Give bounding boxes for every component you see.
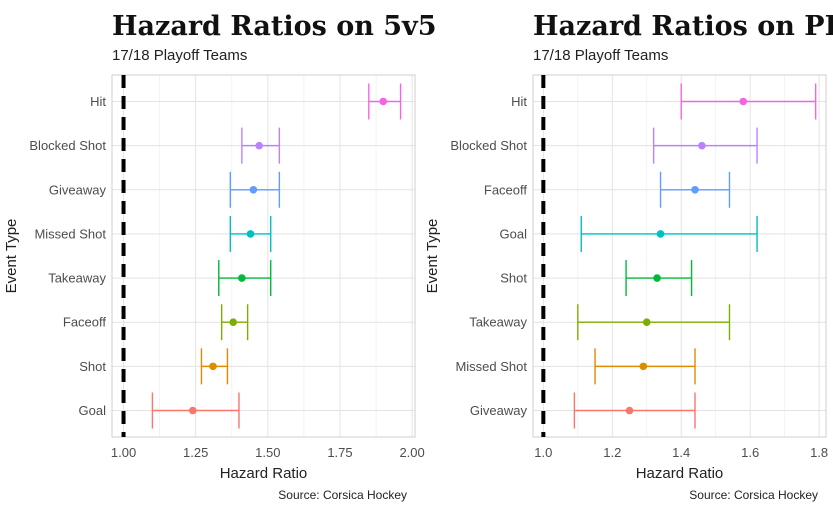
x-axis-label: Hazard Ratio [220, 465, 308, 482]
errorbar-giveaway [573, 392, 696, 429]
errorbar-hit [368, 83, 402, 120]
chart-title: Hazard Ratios on 5v5 [112, 11, 437, 42]
estimate-point [656, 230, 665, 238]
errorbar-takeaway [577, 304, 731, 341]
y-tick-label: Giveaway [470, 403, 528, 418]
errorbar-faceoff [220, 304, 249, 341]
x-axis-label: Hazard Ratio [636, 465, 724, 482]
panel-border [532, 74, 827, 438]
y-tick-label: Missed Shot [455, 359, 527, 374]
y-tick-label: Missed Shot [34, 226, 106, 241]
errorbar-goal [580, 215, 758, 252]
y-tick-label: Blocked Shot [29, 138, 106, 153]
errorbar-shot [200, 348, 229, 385]
estimate-point [249, 185, 258, 194]
x-tick-label: 1.4 [672, 445, 690, 460]
y-tick-label: Faceoff [63, 315, 107, 330]
y-tick-label: Takeaway [469, 315, 527, 330]
errorbar-goal [151, 392, 240, 429]
y-tick-label: Shot [500, 271, 527, 286]
panel-5v5: Hazard Ratios on 5v5 17/18 Playoff Teams H… [3, 11, 437, 502]
estimate-point [642, 318, 651, 327]
errorbar-faceoff [659, 171, 731, 208]
y-tick-label: Hit [511, 94, 527, 109]
y-tick-label: Goal [79, 403, 107, 418]
errorbar-missed-shot [594, 348, 696, 385]
estimate-point [625, 406, 634, 415]
errorbar-giveaway [229, 171, 281, 208]
y-axis-label: Event Type [424, 219, 441, 294]
errorbar-blocked-shot [241, 127, 281, 164]
x-tick-label: 1.2 [603, 445, 621, 460]
estimate-point [691, 185, 699, 194]
y-axis-label: Event Type [3, 219, 20, 294]
y-tick-label: Hit [90, 94, 106, 109]
x-tick-label: 1.75 [327, 445, 352, 460]
y-tick-label: Goal [500, 226, 528, 241]
estimate-point [229, 318, 237, 327]
panel-border [111, 74, 416, 438]
x-tick-label: 1.8 [810, 445, 828, 460]
errorbar-takeaway [218, 260, 272, 297]
estimate-point [209, 362, 217, 371]
errorbar-shot [625, 260, 693, 297]
source-caption: Source: Corsica Hockey [689, 488, 818, 502]
estimate-point [189, 406, 197, 415]
chart-title: Hazard Ratios on PP [533, 11, 833, 42]
x-tick-label: 1.6 [741, 445, 759, 460]
errorbar-hit [680, 83, 817, 120]
y-tick-label: Giveaway [49, 182, 107, 197]
errorbar-missed-shot [229, 215, 272, 252]
errorbar-blocked-shot [652, 127, 758, 164]
estimate-point [653, 274, 661, 282]
x-tick-label: 1.00 [111, 445, 136, 460]
gridlines [112, 75, 415, 437]
estimate-point [255, 141, 263, 150]
x-tick-label: 2.00 [399, 445, 424, 460]
x-tick-label: 1.0 [534, 445, 552, 460]
estimate-point [379, 97, 388, 106]
estimate-point [238, 274, 246, 282]
y-tick-label: Blocked Shot [450, 138, 527, 153]
estimate-point [739, 97, 748, 106]
x-tick-label: 1.25 [183, 445, 208, 460]
gridlines [533, 75, 826, 437]
estimate-point [639, 362, 648, 371]
chart-subtitle: 17/18 Playoff Teams [112, 47, 247, 64]
estimate-point [246, 230, 255, 238]
x-tick-label: 1.50 [255, 445, 280, 460]
y-tick-label: Faceoff [484, 182, 528, 197]
source-caption: Source: Corsica Hockey [278, 488, 407, 502]
chart-subtitle: 17/18 Playoff Teams [533, 47, 668, 64]
y-tick-label: Shot [79, 359, 106, 374]
y-tick-label: Takeaway [48, 271, 106, 286]
panel-pp: Hazard Ratios on PP 17/18 Playoff Teams Hi… [424, 11, 833, 502]
estimate-point [698, 141, 706, 150]
